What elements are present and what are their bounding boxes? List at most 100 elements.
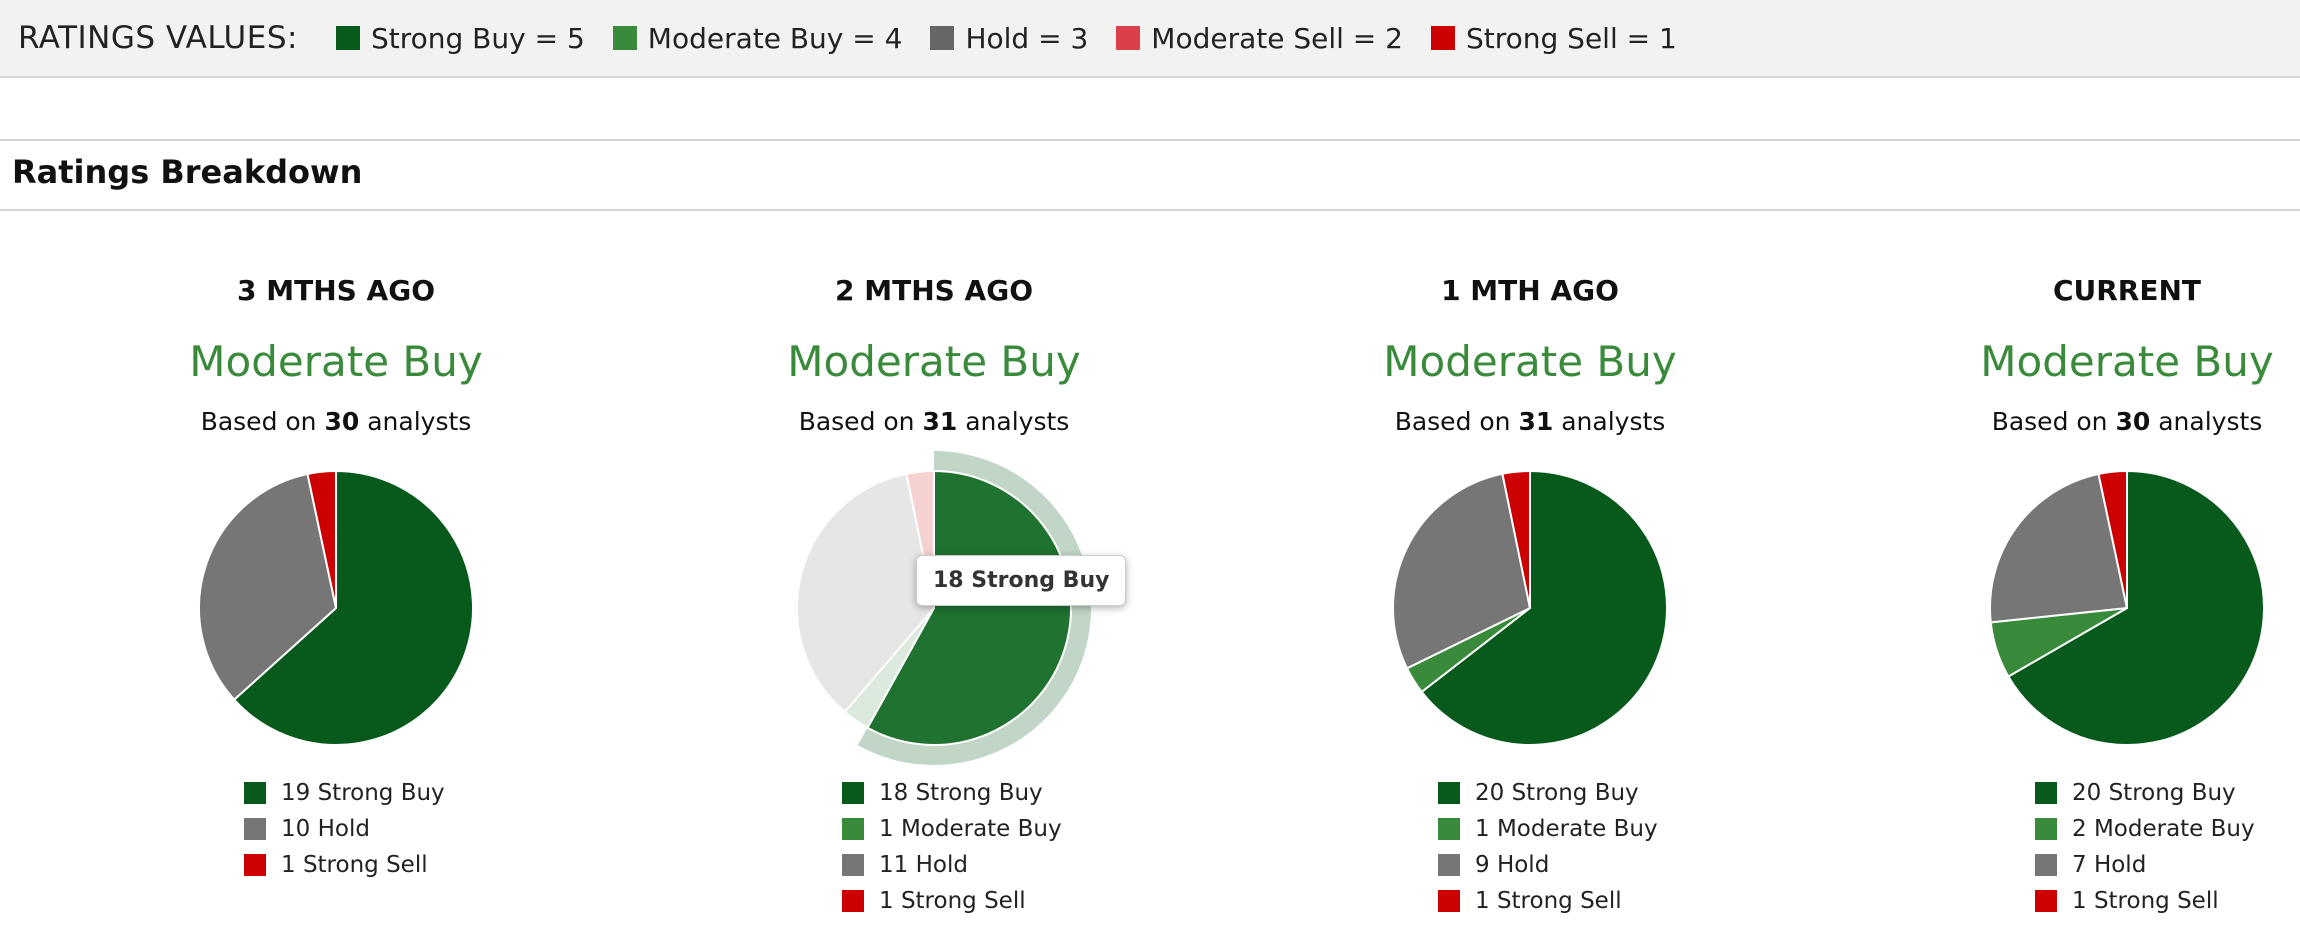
pie-slice-strong-sell[interactable] [2097, 470, 2128, 609]
ratings-value-swatch [612, 26, 637, 50]
analyst-count-value: 31 [1518, 407, 1554, 436]
legend-item[interactable]: 1 Strong Sell [1438, 883, 1658, 919]
pie-slice-strong-buy[interactable] [2007, 470, 2265, 746]
legend-item[interactable]: 9 Hold [1438, 847, 1658, 883]
pie-chart[interactable] [1230, 440, 1830, 780]
analyst-count-suffix: analysts [2158, 407, 2263, 436]
ratings-values-title: RATINGS VALUES: [18, 20, 298, 56]
ratings-value-label: Hold = 3 [965, 21, 1089, 55]
legend-swatch [842, 854, 864, 876]
legend-item[interactable]: 7 Hold [2035, 847, 2255, 883]
pie-tooltip: 18 Strong Buy [916, 555, 1127, 606]
legend-label: 10 Hold [281, 816, 370, 842]
analyst-count-suffix: analysts [367, 407, 472, 436]
pie-slice-strong-sell[interactable] [306, 470, 337, 609]
ratings-value-item: Moderate Sell = 2 [1116, 22, 1403, 55]
analyst-count: Based on 30 analysts [36, 407, 636, 436]
consensus-rating: Moderate Buy [189, 337, 483, 386]
legend-item[interactable]: 11 Hold [842, 847, 1062, 883]
analyst-count: Based on 30 analysts [1827, 407, 2300, 436]
legend-item[interactable]: 1 Moderate Buy [842, 811, 1062, 847]
analyst-count: Based on 31 analysts [1230, 407, 1830, 436]
analyst-count-prefix: Based on [798, 407, 915, 436]
pie-slice-hold[interactable] [1989, 472, 2128, 624]
rating-panel: 2 MTHS AGO Moderate Buy Based on 31 analys… [634, 0, 1234, 942]
pie-slice-strong-buy[interactable] [1420, 470, 1668, 746]
pie-chart[interactable] [36, 440, 636, 780]
ratings-value-item: Hold = 3 [930, 22, 1088, 55]
pie-slice-hold[interactable] [198, 472, 337, 701]
analyst-count-prefix: Based on [1991, 407, 2108, 436]
legend-item[interactable]: 1 Strong Sell [2035, 883, 2255, 919]
analyst-count-value: 30 [324, 407, 360, 436]
ratings-value-label: Strong Buy = 5 [370, 21, 585, 55]
divider [0, 209, 2300, 211]
legend-label: 1 Strong Sell [1475, 888, 1622, 914]
legend-label: 1 Moderate Buy [1475, 816, 1658, 842]
analyst-count-value: 30 [2115, 407, 2151, 436]
analyst-count: Based on 31 analysts [634, 407, 1234, 436]
legend-item[interactable]: 10 Hold [244, 811, 445, 847]
legend-swatch [244, 782, 266, 804]
divider [0, 139, 2300, 141]
pie-chart[interactable] [634, 440, 1234, 780]
legend-label: 19 Strong Buy [281, 780, 445, 806]
consensus-rating: Moderate Buy [1980, 337, 2274, 386]
consensus-rating: Moderate Buy [787, 337, 1081, 386]
legend-label: 18 Strong Buy [879, 780, 1043, 806]
section-title: Ratings Breakdown [12, 153, 363, 191]
consensus-rating: Moderate Buy [1383, 337, 1677, 386]
legend-label: 1 Moderate Buy [879, 816, 1062, 842]
rating-panel: CURRENT Moderate Buy Based on 30 analysts 2… [1827, 0, 2300, 942]
panel-period: 2 MTHS AGO [835, 274, 1033, 307]
legend-swatch [1438, 854, 1460, 876]
legend-label: 7 Hold [2072, 852, 2147, 878]
panel-period: 1 MTH AGO [1441, 274, 1619, 307]
legend-item[interactable]: 18 Strong Buy [842, 775, 1062, 811]
legend-swatch [1438, 818, 1460, 840]
legend-item[interactable]: 19 Strong Buy [244, 775, 445, 811]
ratings-value-item: Strong Sell = 1 [1430, 21, 1677, 55]
pie-chart[interactable] [1827, 440, 2300, 780]
legend-swatch [1438, 782, 1460, 804]
pie-slice-hold[interactable] [796, 472, 935, 713]
analyst-count-prefix: Based on [1394, 407, 1511, 436]
legend-item[interactable]: 1 Strong Sell [244, 847, 445, 883]
legend-swatch [1438, 890, 1460, 912]
ratings-value-swatch [1430, 26, 1455, 50]
panel-period: CURRENT [2052, 274, 2202, 307]
rating-panel: 3 MTHS AGO Moderate Buy Based on 30 analys… [36, 0, 636, 942]
legend-item[interactable]: 2 Moderate Buy [2035, 811, 2255, 847]
legend-swatch [244, 818, 266, 840]
legend-item[interactable]: 1 Moderate Buy [1438, 811, 1658, 847]
legend-label: 2 Moderate Buy [2072, 816, 2255, 842]
ratings-value-item: Moderate Buy = 4 [612, 21, 903, 55]
pie-legend: 18 Strong Buy 1 Moderate Buy 11 Hold 1 Stro… [842, 775, 1062, 919]
ratings-value-label: Moderate Sell = 2 [1151, 21, 1403, 55]
pie-legend: 20 Strong Buy 1 Moderate Buy 9 Hold 1 Stron… [1438, 775, 1658, 919]
legend-item[interactable]: 20 Strong Buy [2035, 775, 2255, 811]
pie-slice-strong-buy[interactable] [233, 470, 474, 746]
legend-swatch [842, 782, 864, 804]
legend-item[interactable]: 1 Strong Sell [842, 883, 1062, 919]
panel-period: 3 MTHS AGO [237, 274, 435, 307]
ratings-values-bar: RATINGS VALUES: Strong Buy = 5 Moderate B… [0, 0, 2300, 78]
pie-legend: 19 Strong Buy 10 Hold 1 Strong Sell [244, 775, 445, 883]
pie-slice-strong-buy[interactable] [866, 470, 1072, 746]
analyst-count-suffix: analysts [965, 407, 1070, 436]
legend-label: 1 Strong Sell [879, 888, 1026, 914]
analyst-count-value: 31 [922, 407, 958, 436]
legend-item[interactable]: 20 Strong Buy [1438, 775, 1658, 811]
legend-label: 20 Strong Buy [2072, 780, 2236, 806]
ratings-value-label: Moderate Buy = 4 [647, 21, 903, 55]
analyst-count-suffix: analysts [1561, 407, 1666, 436]
ratings-value-swatch [930, 26, 955, 50]
legend-label: 1 Strong Sell [2072, 888, 2219, 914]
legend-swatch [2035, 854, 2057, 876]
legend-label: 1 Strong Sell [281, 852, 428, 878]
ratings-value-label: Strong Sell = 1 [1465, 21, 1677, 55]
rating-panel: 1 MTH AGO Moderate Buy Based on 31 analyst… [1230, 0, 1830, 942]
pie-slice-strong-sell[interactable] [1501, 470, 1531, 609]
pie-slice-hold[interactable] [1392, 472, 1531, 670]
legend-label: 9 Hold [1475, 852, 1550, 878]
